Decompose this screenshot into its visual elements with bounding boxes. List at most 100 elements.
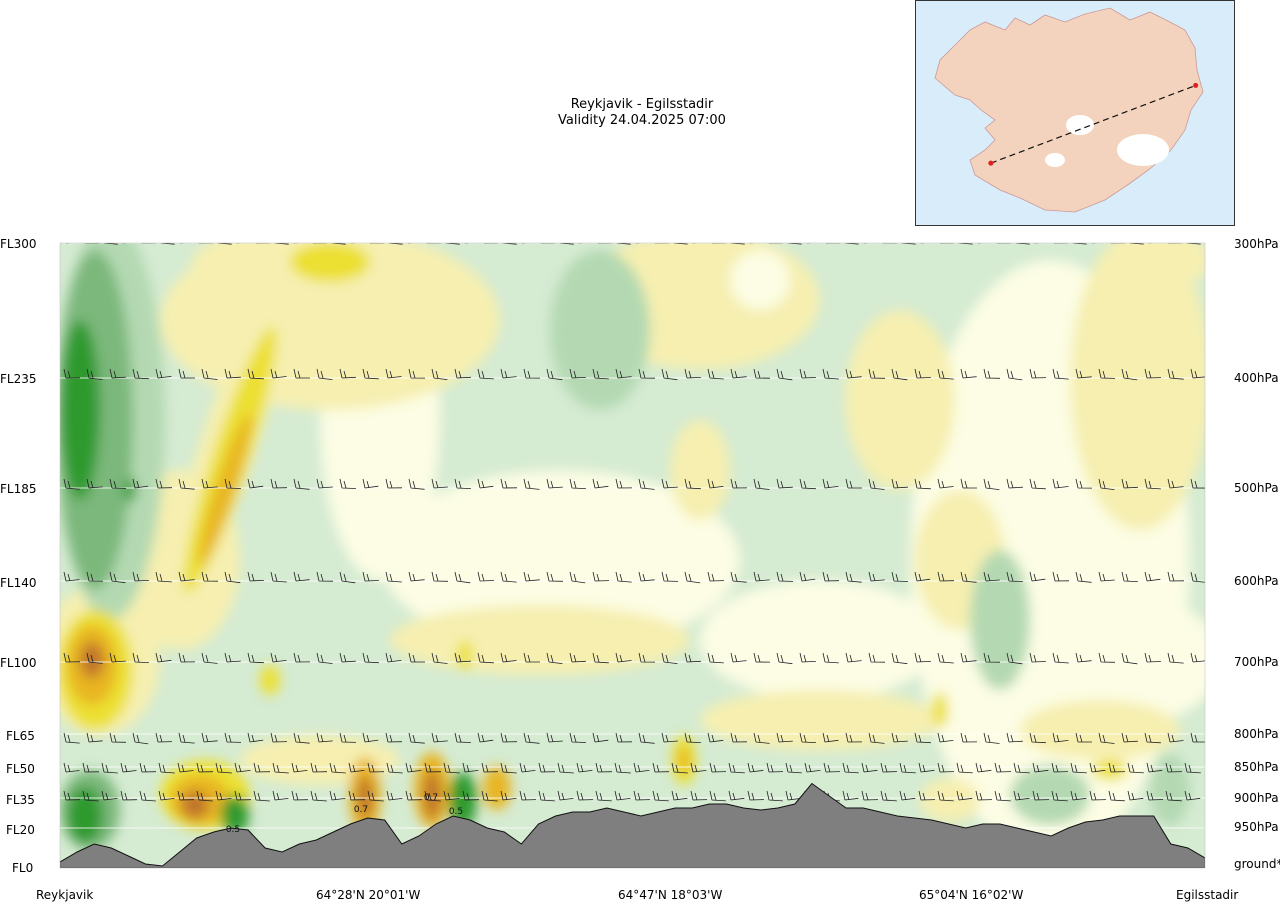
wind-barb <box>595 762 613 773</box>
wind-barb <box>386 762 403 774</box>
wind-barb <box>707 732 724 743</box>
wind-barb <box>454 368 471 379</box>
fl-label: FL35 <box>6 793 35 807</box>
wind-barb <box>178 652 196 663</box>
wind-barb <box>293 732 310 744</box>
fl-label: FL0 <box>12 861 34 875</box>
wind-barb <box>385 732 403 743</box>
wind-barb <box>914 368 931 379</box>
wind-barb <box>408 732 425 744</box>
wind-barb <box>753 652 771 663</box>
wind-barb <box>445 243 460 245</box>
wind-barb <box>158 762 175 774</box>
wind-barb <box>638 732 655 744</box>
wind-barb <box>247 732 264 743</box>
wind-barb <box>635 243 640 244</box>
wind-barb <box>776 478 793 489</box>
wind-barb <box>198 243 214 244</box>
wind-barb <box>1006 571 1023 582</box>
wind-barb <box>500 652 517 663</box>
wind-barb <box>937 478 954 489</box>
wind-barb <box>293 478 310 490</box>
wind-barb <box>270 368 287 379</box>
wind-barb <box>84 243 99 244</box>
wind-barb <box>178 571 195 582</box>
wind-barb <box>684 732 701 743</box>
wind-barb <box>768 243 784 244</box>
wind-barb <box>339 368 356 379</box>
wind-barb <box>1129 243 1144 245</box>
pressure-label: 850hPa <box>1234 760 1279 774</box>
wind-barb <box>557 762 574 774</box>
wind-barb <box>1165 790 1182 802</box>
wind-barb <box>822 368 839 380</box>
wind-barb <box>329 790 346 801</box>
wind-barb <box>63 762 80 773</box>
wind-barb <box>224 368 241 379</box>
wind-barb <box>179 243 184 244</box>
route-line <box>990 84 1196 164</box>
wind-barb <box>569 571 586 584</box>
wind-barb <box>272 762 289 774</box>
wind-barb <box>709 790 726 802</box>
wind-barb <box>690 762 707 773</box>
field-contour <box>423 770 441 820</box>
wind-barb <box>178 478 195 490</box>
wind-barb <box>1013 762 1030 774</box>
wind-barb <box>730 478 748 489</box>
wind-barb <box>500 762 517 774</box>
wind-barb <box>86 368 103 380</box>
wind-barb <box>1167 571 1185 582</box>
wind-barb <box>975 790 993 801</box>
wind-barb <box>707 571 725 582</box>
wind-barb <box>652 762 670 773</box>
wind-barb <box>728 762 745 774</box>
wind-barb <box>937 571 955 582</box>
cell-value-label: 0.7 <box>354 805 368 815</box>
wind-barb <box>1121 478 1138 489</box>
wind-barb <box>1167 478 1184 489</box>
wind-barb <box>424 762 442 773</box>
wind-barb <box>597 243 613 244</box>
wind-barb <box>592 478 609 489</box>
wind-barb <box>293 652 311 663</box>
wind-barb <box>247 368 264 380</box>
field-contour <box>380 470 740 650</box>
route-inset-map <box>915 0 1235 226</box>
wind-barb <box>671 762 688 774</box>
wind-barb <box>86 478 103 489</box>
wind-barb <box>1144 571 1161 582</box>
wind-barb <box>291 790 309 801</box>
wind-barb <box>462 790 480 801</box>
wind-barb <box>109 652 126 663</box>
wind-barb <box>868 478 885 490</box>
field-contour <box>483 766 511 810</box>
wind-barb <box>1075 571 1092 583</box>
wind-barb <box>707 368 724 380</box>
wind-barb <box>1089 762 1106 773</box>
field-contour <box>67 787 103 843</box>
wind-barb <box>868 368 886 379</box>
wind-barb <box>316 652 333 664</box>
wind-barb <box>592 732 609 743</box>
wind-barb <box>86 732 103 743</box>
wind-barb <box>255 243 271 244</box>
wind-barb <box>1186 243 1201 245</box>
wind-barb <box>1052 652 1069 664</box>
wind-barb <box>63 571 80 582</box>
field-contour <box>1020 700 1180 760</box>
pressure-label: 300hPa <box>1234 237 1279 251</box>
wind-barb <box>861 790 879 801</box>
wind-barb <box>557 790 574 801</box>
wind-barb <box>538 790 555 802</box>
wind-barb <box>661 368 678 381</box>
wind-barb <box>155 478 173 489</box>
field-contour <box>550 250 650 410</box>
wind-barb <box>519 762 536 773</box>
wind-barb <box>766 762 784 773</box>
wind-barb <box>247 571 264 582</box>
wind-barb <box>1015 243 1030 245</box>
wind-barb <box>1070 762 1087 774</box>
wind-barb <box>1032 790 1050 801</box>
wind-barb <box>842 790 859 801</box>
